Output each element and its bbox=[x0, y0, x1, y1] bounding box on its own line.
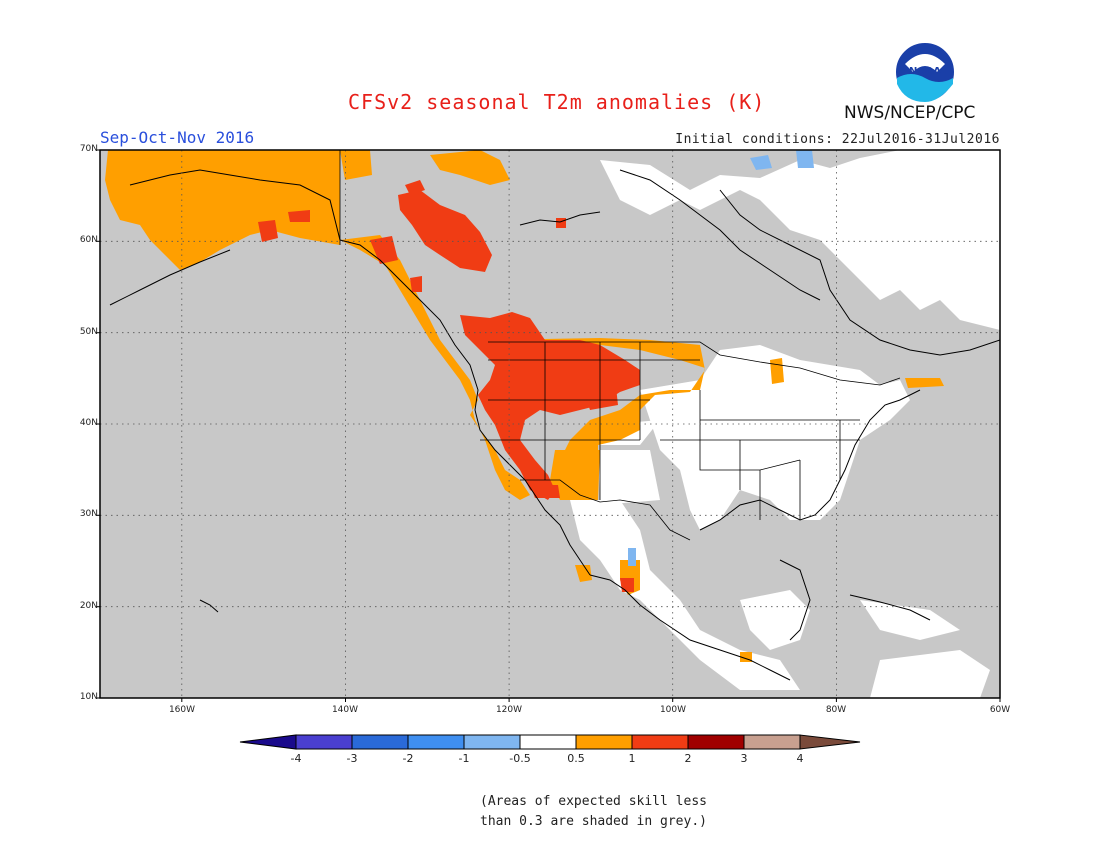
colorbar-label: 0.5 bbox=[567, 752, 585, 765]
lon-label-100w: 100W bbox=[659, 705, 687, 715]
lon-label-160w: 160W bbox=[168, 705, 196, 715]
logo-text: NOAA bbox=[909, 66, 941, 77]
lat-label-70n: 70N bbox=[79, 144, 98, 154]
lon-label-80w: 80W bbox=[825, 705, 847, 715]
colorbar-swatch bbox=[463, 734, 521, 750]
anomaly-1-to-2-regions bbox=[258, 180, 640, 592]
colorbar-swatch bbox=[631, 734, 689, 750]
lat-label-40n: 40N bbox=[79, 418, 98, 428]
coastlines bbox=[109, 169, 1000, 681]
colorbar-swatch bbox=[743, 734, 801, 750]
colorbar-swatch bbox=[519, 734, 577, 750]
lat-label-60n: 60N bbox=[79, 235, 98, 245]
agency-label: NWS/NCEP/CPC bbox=[844, 103, 976, 123]
colorbar-swatch bbox=[351, 734, 409, 750]
colorbar-label: -0.5 bbox=[509, 752, 531, 765]
initial-conditions-label: Initial conditions: 22Jul2016-31Jul2016 bbox=[675, 132, 1000, 147]
map-ticks bbox=[96, 149, 1001, 702]
colorbar-swatch bbox=[407, 734, 465, 750]
colorbar-swatch bbox=[295, 734, 353, 750]
colorbar-swatch bbox=[687, 734, 745, 750]
lat-label-10n: 10N bbox=[79, 692, 98, 702]
political-borders bbox=[339, 150, 901, 541]
skill-note: (Areas of expected skill less than 0.3 a… bbox=[480, 792, 707, 832]
lat-label-20n: 20N bbox=[79, 601, 98, 611]
anomaly-negative-regions bbox=[628, 150, 814, 566]
colorbar-label: 2 bbox=[684, 752, 692, 765]
skill-note-line-1: (Areas of expected skill less bbox=[480, 794, 707, 809]
lat-label-50n: 50N bbox=[79, 327, 98, 337]
season-label: Sep-Oct-Nov 2016 bbox=[100, 128, 255, 147]
lon-label-60w: 60W bbox=[989, 705, 1011, 715]
colorbar-swatch bbox=[575, 734, 633, 750]
skill-note-line-2: than 0.3 are shaded in grey.) bbox=[480, 814, 707, 829]
chart-title: CFSv2 seasonal T2m anomalies (K) bbox=[348, 90, 766, 114]
colorbar-label: -1 bbox=[458, 752, 470, 765]
near-normal-regions bbox=[570, 150, 1000, 698]
colorbar-arrow-low bbox=[239, 734, 297, 750]
colorbar-label: 1 bbox=[628, 752, 636, 765]
lon-label-120w: 120W bbox=[495, 705, 523, 715]
colorbar-label: -3 bbox=[346, 752, 358, 765]
colorbar-label: -2 bbox=[402, 752, 414, 765]
colorbar-label: 3 bbox=[740, 752, 748, 765]
colorbar-arrow-high bbox=[799, 734, 861, 750]
colorbar-label: 4 bbox=[796, 752, 804, 765]
colorbar-label: -4 bbox=[290, 752, 302, 765]
lon-label-140w: 140W bbox=[331, 705, 359, 715]
graticule bbox=[100, 150, 1000, 698]
noaa-logo-icon: NOAA bbox=[894, 41, 956, 103]
lat-label-30n: 30N bbox=[79, 509, 98, 519]
